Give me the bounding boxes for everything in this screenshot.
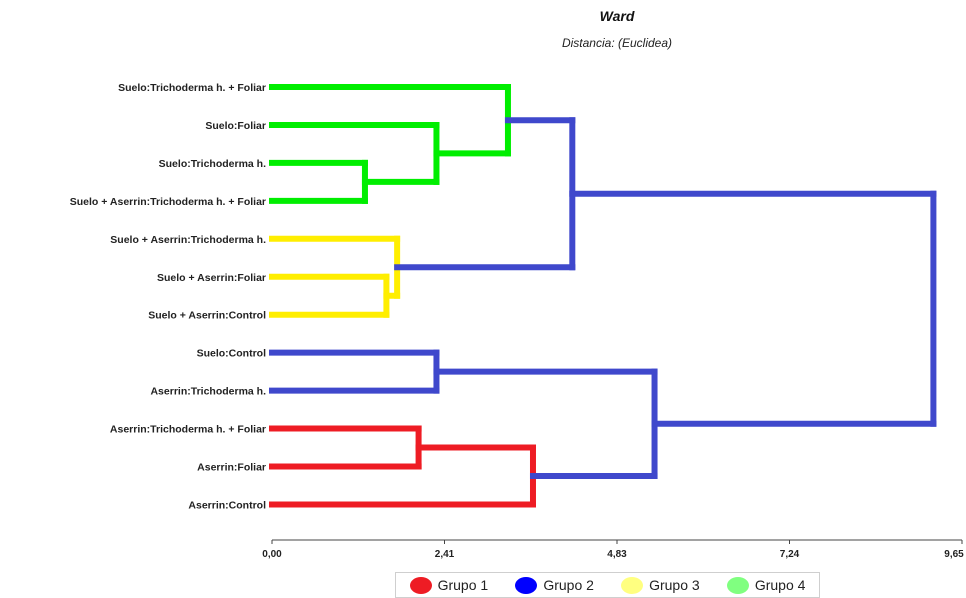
- leaf-label: Suelo:Control: [197, 348, 266, 360]
- x-tick-label: 4,83: [607, 549, 627, 560]
- leaf-label: Suelo + Aserrin:Control: [148, 310, 266, 322]
- legend: Grupo 1 Grupo 2 Grupo 3 Grupo 4: [395, 572, 820, 598]
- legend-swatch-grupo-4: [726, 576, 749, 594]
- leaf-label: Aserrin:Foliar: [197, 462, 266, 474]
- leaf-label: Suelo + Aserrin:Trichoderma h. + Foliar: [70, 196, 266, 208]
- leaf-labels: Suelo:Trichoderma h. + Foliar Suelo:Folia…: [70, 82, 266, 511]
- leaf-label: Aserrin:Trichoderma h.: [150, 386, 266, 398]
- leaf-label: Aserrin:Control: [188, 499, 266, 511]
- x-axis: 0,00 2,41 4,83 7,24 9,65: [262, 539, 964, 560]
- leaf-label: Suelo + Aserrin:Trichoderma h.: [110, 234, 266, 246]
- legend-item-grupo-1: Grupo 1: [409, 576, 489, 594]
- x-tick-label: 2,41: [435, 549, 455, 560]
- chart-title: Ward: [600, 8, 635, 24]
- legend-label: Grupo 4: [754, 577, 806, 593]
- x-tick-label: 9,65: [944, 549, 964, 560]
- legend-label: Grupo 1: [437, 577, 489, 593]
- legend-label: Grupo 2: [543, 577, 594, 593]
- legend-swatch-grupo-2: [515, 576, 538, 594]
- legend-swatch-grupo-3: [621, 576, 644, 594]
- leaf-label: Suelo:Trichoderma h.: [159, 158, 266, 170]
- leaf-label: Suelo:Foliar: [205, 120, 266, 132]
- chart-subtitle: Distancia: (Euclidea): [562, 36, 672, 50]
- dendrogram-chart: Ward Distancia: (Euclidea) Suelo:Trichod…: [70, 8, 964, 560]
- leaf-label: Suelo:Trichoderma h. + Foliar: [118, 82, 266, 94]
- legend-label: Grupo 3: [649, 577, 700, 593]
- leaf-label: Suelo + Aserrin:Foliar: [157, 272, 266, 284]
- x-tick-label: 7,24: [780, 549, 800, 560]
- legend-swatch-grupo-1: [409, 576, 432, 594]
- legend-item-grupo-2: Grupo 2: [515, 576, 594, 594]
- leaf-label: Aserrin:Trichoderma h. + Foliar: [110, 424, 266, 436]
- x-tick-label: 0,00: [262, 549, 282, 560]
- legend-item-grupo-4: Grupo 4: [726, 576, 806, 594]
- dendrogram-links: [269, 84, 937, 508]
- legend-item-grupo-3: Grupo 3: [621, 576, 700, 594]
